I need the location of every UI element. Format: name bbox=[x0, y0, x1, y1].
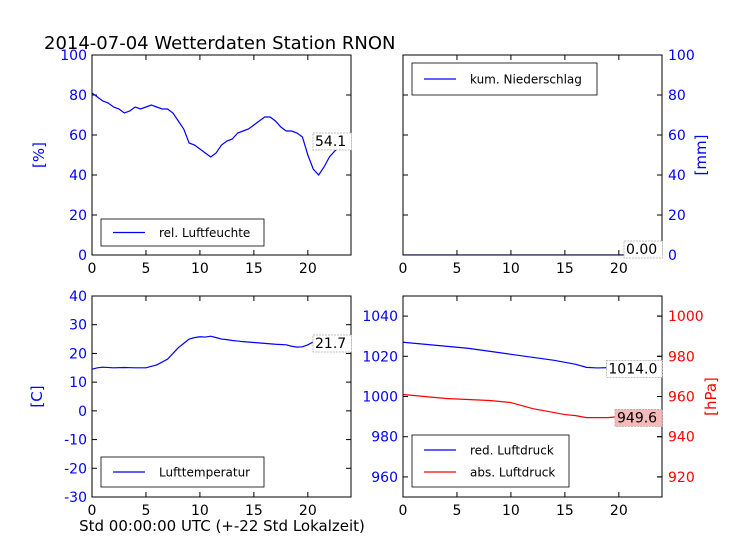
humidity-ylabel: [%] bbox=[30, 142, 48, 168]
temperature-xtick-label: 0 bbox=[88, 503, 97, 519]
humidity-ytick-label: 0 bbox=[78, 248, 87, 264]
humidity-xtick-label: 5 bbox=[141, 261, 150, 277]
precip-legend: kum. Niederschlag bbox=[411, 62, 598, 96]
humidity-ytick-label: 40 bbox=[69, 168, 87, 184]
temperature-xtick-label: 20 bbox=[299, 503, 317, 519]
temperature-ytick-label: 30 bbox=[69, 318, 87, 334]
temperature-chart: 0 5 10 15 20 -30 -20 -10 0 10 20 30 40 [C] Lufttempera… bbox=[28, 289, 352, 519]
humidity-xtick-label: 10 bbox=[191, 261, 209, 277]
pressure-ytick-secondary-label: 940 bbox=[668, 430, 695, 446]
temperature-value-annotation: 21.7 bbox=[312, 334, 352, 353]
temperature-ytick-label: -10 bbox=[64, 433, 87, 449]
temperature-xtick-label: 10 bbox=[191, 503, 209, 519]
pressure-xtick-label: 0 bbox=[399, 503, 408, 519]
temperature-legend: Lufttemperatur bbox=[100, 456, 265, 488]
humidity-legend-label: rel. Luftfeuchte bbox=[159, 226, 250, 240]
humidity-series-line bbox=[92, 92, 351, 176]
pressure-xtick-label: 10 bbox=[502, 503, 520, 519]
humidity-value-box bbox=[312, 132, 352, 151]
precip-xtick-label: 5 bbox=[452, 261, 461, 277]
pressure-value-text: 949.6 bbox=[617, 410, 657, 426]
humidity-ytick-label: 80 bbox=[69, 88, 87, 104]
pressure-value-text: 1014.0 bbox=[608, 361, 657, 377]
pressure-xtick-label: 20 bbox=[610, 503, 628, 519]
temperature-axes-frame bbox=[91, 295, 352, 498]
humidity-chart: 0 5 10 15 20 0 20 40 60 80 100 [%] rel. Luftfeuchte 5… bbox=[30, 48, 352, 277]
precip-ytick-label: 20 bbox=[668, 208, 686, 224]
humidity-ytick-label: 20 bbox=[69, 208, 87, 224]
temperature-ytick-label: 10 bbox=[69, 375, 87, 391]
pressure-ytick-secondary-label: 980 bbox=[668, 349, 695, 365]
precip-xtick-label: 10 bbox=[502, 261, 520, 277]
temperature-ylabel: [C] bbox=[28, 385, 46, 407]
humidity-axes-frame bbox=[91, 54, 352, 256]
humidity-value-text: 54.1 bbox=[315, 134, 346, 150]
precip-ytick-label: 0 bbox=[668, 248, 677, 264]
pressure-value-box bbox=[606, 359, 663, 378]
pressure-ytick-secondary-label: 920 bbox=[668, 470, 695, 486]
temperature-xtick-label: 15 bbox=[245, 503, 263, 519]
pressure-ytick-label: 1040 bbox=[362, 309, 398, 325]
precip-ytick-label: 100 bbox=[668, 48, 695, 64]
pressure-ytick-label: 1000 bbox=[362, 390, 398, 406]
pressure-series-line bbox=[403, 393, 662, 419]
humidity-ytick-label: 100 bbox=[60, 48, 87, 64]
pressure-axes-frame bbox=[402, 295, 663, 498]
pressure-value-annotation: 1014.0 bbox=[606, 359, 663, 378]
pressure-legend-label: red. Luftdruck bbox=[470, 444, 554, 458]
pressure-ytick-secondary-label: 960 bbox=[668, 390, 695, 406]
pressure-xtick-label: 15 bbox=[556, 503, 574, 519]
humidity-ytick-label: 60 bbox=[69, 128, 87, 144]
pressure-ytick-label: 960 bbox=[371, 470, 398, 486]
pressure-legend: red. Luftdruck abs. Luftdruck bbox=[411, 434, 570, 488]
pressure-chart: 0 5 10 15 20 960 980 1000 1020 1040 920 940 960 980 10… bbox=[362, 295, 720, 519]
temperature-ytick-label: -30 bbox=[64, 490, 87, 506]
precip-legend-label: kum. Niederschlag bbox=[470, 73, 582, 87]
precip-ytick-label: 60 bbox=[668, 128, 686, 144]
precip-value-box bbox=[623, 240, 663, 259]
precip-xtick-label: 0 bbox=[399, 261, 408, 277]
precip-xtick-label: 15 bbox=[556, 261, 574, 277]
temperature-value-box bbox=[312, 334, 352, 353]
pressure-ytick-label: 980 bbox=[371, 430, 398, 446]
precip-ytick-label: 80 bbox=[668, 88, 686, 104]
pressure-value-box bbox=[614, 409, 663, 427]
pressure-ylabel-right: [hPa] bbox=[702, 377, 720, 416]
figure-title: 2014-07-04 Wetterdaten Station RNON bbox=[44, 33, 395, 54]
temperature-ytick-label: 20 bbox=[69, 346, 87, 362]
precip-value-annotation: 0.00 bbox=[623, 240, 663, 259]
figure-xlabel: Std 00:00:00 UTC (+-22 Std Lokalzeit) bbox=[79, 517, 365, 535]
humidity-value-annotation: 54.1 bbox=[312, 132, 352, 151]
precip-xtick-label: 20 bbox=[610, 261, 628, 277]
precip-ytick-label: 40 bbox=[668, 168, 686, 184]
precip-value-text: 0.00 bbox=[626, 242, 657, 258]
temperature-series-line bbox=[92, 335, 351, 370]
humidity-legend: rel. Luftfeuchte bbox=[100, 218, 265, 247]
pressure-ytick-secondary-label: 1000 bbox=[668, 309, 704, 325]
pressure-value-annotation: 949.6 bbox=[614, 409, 663, 427]
temperature-xtick-label: 5 bbox=[141, 503, 150, 519]
temperature-ytick-label: 0 bbox=[78, 404, 87, 420]
temperature-value-text: 21.7 bbox=[315, 336, 346, 352]
humidity-xtick-label: 0 bbox=[88, 261, 97, 277]
precip-ylabel: [mm] bbox=[692, 135, 710, 176]
humidity-xtick-label: 20 bbox=[299, 261, 317, 277]
precip-axes-frame bbox=[402, 54, 663, 256]
temperature-ytick-label: 40 bbox=[69, 289, 87, 305]
temperature-legend-label: Lufttemperatur bbox=[159, 466, 250, 480]
temperature-ytick-label: -20 bbox=[64, 461, 87, 477]
pressure-xtick-label: 5 bbox=[452, 503, 461, 519]
pressure-legend-label: abs. Luftdruck bbox=[470, 466, 555, 480]
precip-chart: 0 5 10 15 20 0 20 40 60 80 100 [mm] kum. Niederschla… bbox=[399, 48, 710, 277]
humidity-xtick-label: 15 bbox=[245, 261, 263, 277]
pressure-ytick-label: 1020 bbox=[362, 349, 398, 365]
pressure-legend-box bbox=[411, 434, 570, 488]
